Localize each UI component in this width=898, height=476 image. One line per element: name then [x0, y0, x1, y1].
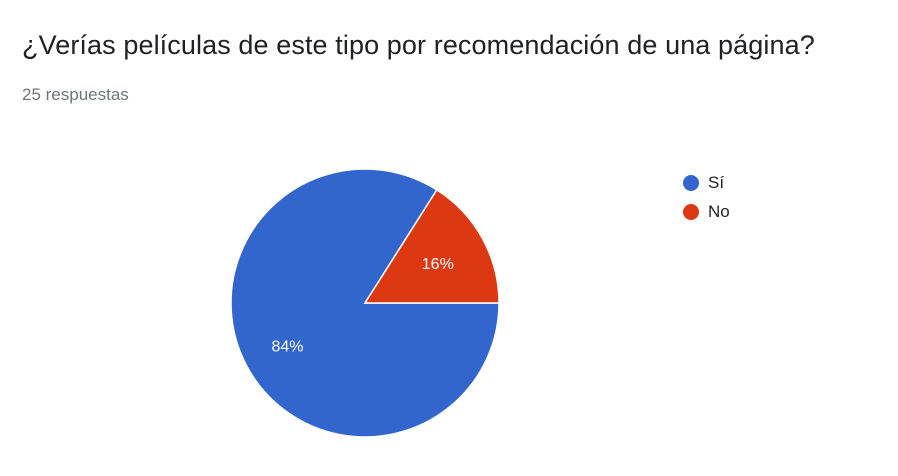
legend-label-no: No	[708, 201, 730, 221]
legend-item-si[interactable]: Sí	[683, 168, 730, 197]
response-count: 25 respuestas	[22, 85, 129, 104]
legend-label-si: Sí	[708, 172, 725, 192]
legend: Sí No	[683, 168, 730, 226]
pie-slice-no[interactable]	[363, 188, 500, 304]
pie-label-no: 16%	[422, 256, 454, 273]
legend-item-no[interactable]: No	[683, 197, 730, 226]
pie-label-si: 84%	[271, 339, 303, 356]
legend-swatch-no	[683, 203, 699, 220]
chart-title: ¿Verías películas de este tipo por recom…	[22, 30, 815, 60]
legend-swatch-si	[683, 174, 699, 191]
